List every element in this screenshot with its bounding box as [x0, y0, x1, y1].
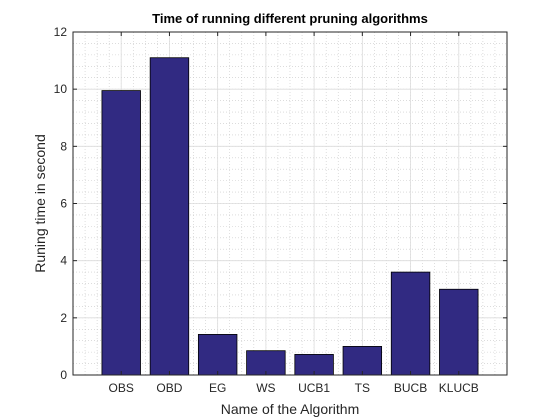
bar-obd	[149, 57, 190, 376]
x-tick-labels: OBS OBD EG WS UCB1 TS BUCB KLUCB	[109, 381, 479, 395]
bar-ws	[246, 350, 286, 376]
x-tick-label-bucb: BUCB	[394, 381, 427, 395]
x-tick-label-ts: TS	[355, 381, 370, 395]
y-tick-label: 6	[60, 197, 67, 211]
y-tick-label: 4	[60, 254, 67, 268]
bars	[101, 57, 479, 376]
ticks	[73, 31, 507, 376]
y-tick-labels: 0 2 4 6 8 10 12	[54, 25, 68, 382]
chart-title: Time of running different pruning algori…	[152, 11, 428, 26]
x-tick-label-ucb1: UCB1	[298, 381, 330, 395]
bar-ts	[342, 346, 383, 376]
x-tick-label-klucb: KLUCB	[439, 381, 479, 395]
y-tick-label: 10	[54, 82, 68, 96]
y-tick-label: 0	[60, 368, 67, 382]
y-tick-label: 8	[60, 139, 67, 153]
y-axis-label: Runing time in second	[32, 134, 48, 273]
x-tick-label-obs: OBS	[109, 381, 134, 395]
bar-eg	[197, 334, 238, 376]
bar-klucb	[439, 288, 479, 376]
x-tick-label-eg: EG	[209, 381, 226, 395]
bar-bucb	[390, 271, 431, 376]
y-tick-label: 12	[54, 25, 68, 39]
x-axis-label: Name of the Algorithm	[221, 401, 360, 417]
y-tick-label: 2	[60, 311, 67, 325]
bar-obs	[101, 90, 141, 376]
x-tick-label-obd: OBD	[156, 381, 182, 395]
x-tick-label-ws: WS	[256, 381, 275, 395]
